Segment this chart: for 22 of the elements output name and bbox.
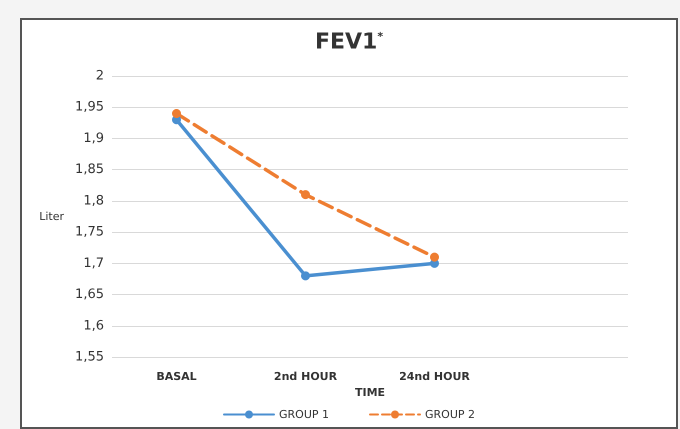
- y-tick-label: 1,9: [83, 130, 104, 146]
- x-tick-label: 2nd HOUR: [274, 370, 338, 383]
- y-tick-label: 1,95: [75, 100, 104, 115]
- chart-title: FEV1*: [314, 30, 384, 54]
- point: [301, 190, 310, 200]
- y-tick-label: 1,75: [75, 224, 104, 240]
- x-axis-title: TIME: [354, 386, 386, 399]
- legend-label: GROUP 1: [278, 408, 330, 421]
- x-tick-label: BASAL: [156, 370, 197, 383]
- y-tick-label: 1,55: [75, 350, 104, 364]
- y-tick-label: 1,7: [83, 256, 104, 271]
- point: [430, 252, 439, 262]
- x-tick-label: 24nd HOUR: [399, 370, 470, 383]
- y-tick-label: 1,6: [83, 318, 104, 334]
- legend-label: GROUP 2: [425, 408, 476, 421]
- y-tick-label: 1,65: [75, 287, 104, 302]
- y-tick-label: 1,8: [83, 193, 104, 208]
- y-axis-title: Liter: [39, 210, 64, 223]
- point: [301, 271, 310, 280]
- point: [172, 108, 181, 118]
- y-tick-label: 2: [96, 68, 104, 84]
- y-tick-label: 1,85: [75, 162, 104, 178]
